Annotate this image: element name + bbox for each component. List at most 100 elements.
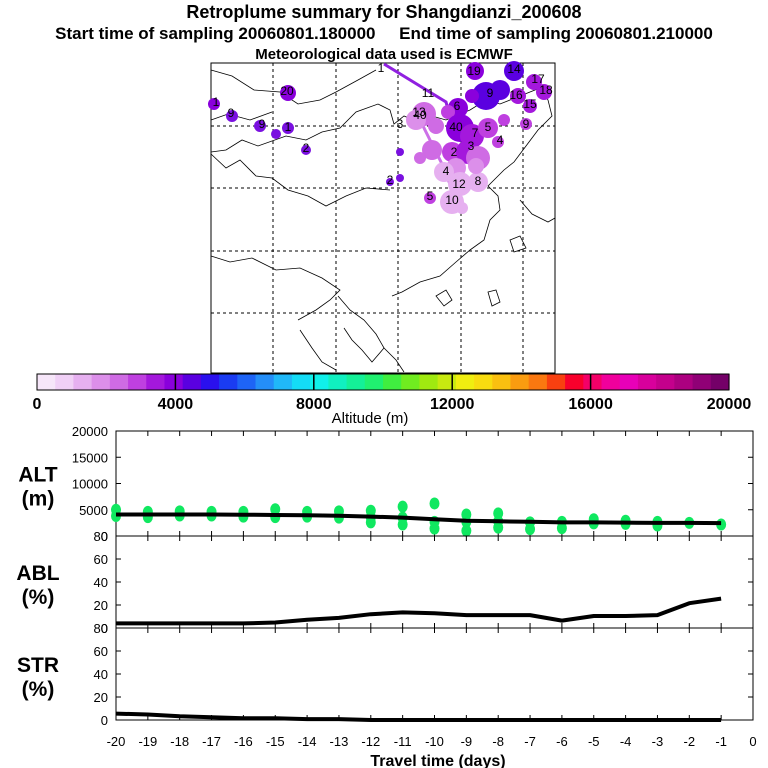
particle-label: 15 xyxy=(523,97,537,111)
x-tick-label: -12 xyxy=(361,734,380,749)
particle-point xyxy=(365,504,376,517)
x-axis-label: Travel time (days) xyxy=(370,753,505,768)
colorbar-tick-label: 20000 xyxy=(707,396,752,413)
particle-cluster xyxy=(386,178,394,186)
colorbar-swatch xyxy=(546,374,566,390)
colorbar-swatch xyxy=(91,374,111,390)
x-tick-label: -6 xyxy=(556,734,568,749)
y-tick-label: 20 xyxy=(94,690,108,705)
panel-frame xyxy=(115,627,754,721)
colorbar-swatch xyxy=(237,374,257,390)
particle-cluster xyxy=(301,145,311,155)
y-tick-label: 80 xyxy=(94,529,108,544)
map-gridlines xyxy=(211,63,555,373)
particle-label: 16 xyxy=(509,88,523,102)
altitude-colorbar: 0 4000 8000 12000 16000 20000 xyxy=(33,373,752,413)
particle-label: 8 xyxy=(475,174,482,188)
colorbar-swatch xyxy=(55,374,75,390)
particle-label: 17 xyxy=(531,72,545,86)
particle-label: 18 xyxy=(539,83,553,97)
particle-cluster xyxy=(466,62,484,80)
y-tick-label: 10000 xyxy=(72,477,108,492)
particle-label: 4 xyxy=(443,164,450,178)
particle-label: 4 xyxy=(497,133,504,147)
particle-label: 7 xyxy=(472,126,479,140)
x-tick-label: -17 xyxy=(202,734,221,749)
y-axis-label: ALT (m) xyxy=(18,464,57,511)
particle-cluster xyxy=(536,84,552,100)
y-tick-label: 0 xyxy=(101,529,108,544)
y-tick-label: 80 xyxy=(94,621,108,636)
colorbar-tick-label: 8000 xyxy=(296,396,332,413)
particle-label: 6 xyxy=(454,99,461,113)
colorbar-swatch xyxy=(674,374,694,390)
colorbar-swatch xyxy=(37,374,56,390)
particle-cluster xyxy=(472,82,500,110)
particle-label: 9 xyxy=(259,117,266,131)
series-line-alt xyxy=(116,512,722,526)
colorbar-swatch xyxy=(419,374,439,390)
particle-label: 19 xyxy=(467,64,481,78)
particle-label: 9 xyxy=(487,86,494,100)
particle-label: 12 xyxy=(452,177,466,191)
colorbar-swatch xyxy=(164,374,184,390)
particle-cluster xyxy=(468,158,484,174)
colorbar-swatch xyxy=(565,374,584,390)
y-tick-label: 0 xyxy=(101,621,108,636)
map-frame xyxy=(210,62,556,374)
colorbar-swatch xyxy=(73,374,93,390)
y-tick-label: 40 xyxy=(94,575,108,590)
particle-cluster xyxy=(424,192,436,204)
colorbar-swatch xyxy=(128,374,147,390)
y-tick-label: 5000 xyxy=(79,503,108,518)
colorbar-label: Altitude (m) xyxy=(332,410,409,427)
particle-cluster xyxy=(406,110,426,130)
colorbar-swatch xyxy=(273,374,293,390)
x-tick-label: -8 xyxy=(492,734,504,749)
particle-cluster xyxy=(526,74,542,90)
particle-cluster xyxy=(456,202,468,214)
colorbar-swatch xyxy=(710,374,730,390)
y-tick-label: 40 xyxy=(94,667,108,682)
x-axis: -20 -19 -18 -17 -16 -15 -14 -13 -12 -11 -10 -9 -8 -7-… xyxy=(107,734,757,749)
particle-label: 1 xyxy=(213,95,220,109)
particle-point xyxy=(493,507,504,520)
colorbar-swatch xyxy=(528,374,548,390)
x-tick-label: -9 xyxy=(461,734,473,749)
particle-label: 1 xyxy=(378,61,385,75)
colorbar-swatch xyxy=(328,374,348,390)
colorbar-swatch xyxy=(383,374,402,390)
panel-abl: 0 20 40 60 80 ABL (%) xyxy=(16,529,754,636)
x-tick-label: -4 xyxy=(620,734,632,749)
x-tick-label: -19 xyxy=(138,734,157,749)
colorbar-swatch xyxy=(637,374,657,390)
particle-cluster xyxy=(442,142,462,162)
x-tick-label: -15 xyxy=(266,734,285,749)
particle-label: 2 xyxy=(451,145,458,159)
x-tick-label: -20 xyxy=(107,734,126,749)
y-axis-label: STR (%) xyxy=(17,654,59,701)
x-tick-label: -18 xyxy=(170,734,189,749)
chart-title: Retroplume summary for Shangdianzi_20060… xyxy=(186,2,582,22)
x-tick-label: -13 xyxy=(330,734,349,749)
colorbar-tick-label: 4000 xyxy=(158,396,194,413)
y-tick-label: 60 xyxy=(94,552,108,567)
colorbar-swatch xyxy=(437,374,457,390)
particle-cluster xyxy=(498,114,510,126)
particle-label: 5 xyxy=(485,120,492,134)
colorbar-tick-label: 16000 xyxy=(568,396,613,413)
colorbar-swatch xyxy=(583,374,603,390)
sampling-time-line: Start time of sampling 20060801.180000 E… xyxy=(55,24,713,43)
particle-cluster xyxy=(271,129,281,139)
met-data-line: Meteorological data used is ECMWF xyxy=(255,46,513,63)
x-tick-label: -5 xyxy=(588,734,600,749)
y-tick-label: 60 xyxy=(94,644,108,659)
x-tick-label: -16 xyxy=(234,734,253,749)
particle-cluster xyxy=(208,98,220,110)
particle-cluster xyxy=(441,105,455,119)
colorbar-swatch xyxy=(310,374,329,390)
colorbar-swatch xyxy=(200,374,220,390)
